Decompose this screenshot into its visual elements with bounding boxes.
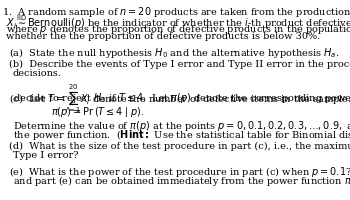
Text: (e)  What is the power of the test procedure in part (c) when $p = 0.1$?  ($\mat: (e) What is the power of the test proced…	[9, 164, 350, 178]
Text: Determine the value of $\pi(p)$ at the points $p = 0, 0.1, 0.2, 0.3, \ldots, 0.9: Determine the value of $\pi(p)$ at the p…	[13, 118, 350, 132]
Text: $X_i \overset{\mathrm{IID}}{\sim} \mathrm{Bernoulli}(p)$ be the indicator of whe: $X_i \overset{\mathrm{IID}}{\sim} \mathr…	[6, 14, 350, 31]
Text: (a)  State the null hypothesis $H_0$ and the alternative hypothesis $H_a$.: (a) State the null hypothesis $H_0$ and …	[9, 45, 339, 59]
Text: the power function.  ($\mathbf{Hint:}$ Use the statistical table for Binomial di: the power function. ($\mathbf{Hint:}$ Us…	[13, 127, 350, 141]
Text: 1.  A random sample of $n = 20$ products are taken from the production lines of : 1. A random sample of $n = 20$ products …	[1, 5, 350, 19]
Text: (c)  Let $T = \sum_{i=1}^{20} X_i$ denote the number of defective items in the s: (c) Let $T = \sum_{i=1}^{20} X_i$ denote…	[9, 82, 350, 115]
Text: $\pi(p) = \Pr\left(T \leq 4 \mid p\right).$: $\pi(p) = \Pr\left(T \leq 4 \mid p\right…	[51, 105, 145, 119]
Text: (d)  What is the size of the test procedure in part (c), i.e., the maximum proba: (d) What is the size of the test procedu…	[9, 141, 350, 150]
Text: Type I error?: Type I error?	[13, 150, 78, 159]
Text: where $p$ denotes the proportion of defective products in the population.  It is: where $p$ denotes the proportion of defe…	[6, 23, 350, 36]
Text: decide to reject $H_0$ if $T \leq 4$.  Let $\pi(p)$ denote the corresponding pow: decide to reject $H_0$ if $T \leq 4$. Le…	[13, 91, 350, 105]
Text: decisions.: decisions.	[13, 68, 62, 77]
Text: (b)  Describe the events of Type I error and Type II error in the procedure of m: (b) Describe the events of Type I error …	[9, 59, 350, 68]
Text: and part (e) can be obtained immediately from the power function $\pi(p)$.): and part (e) can be obtained immediately…	[13, 173, 350, 187]
Text: whether the the proportion of defective products is below 30%.: whether the the proportion of defective …	[6, 32, 320, 41]
